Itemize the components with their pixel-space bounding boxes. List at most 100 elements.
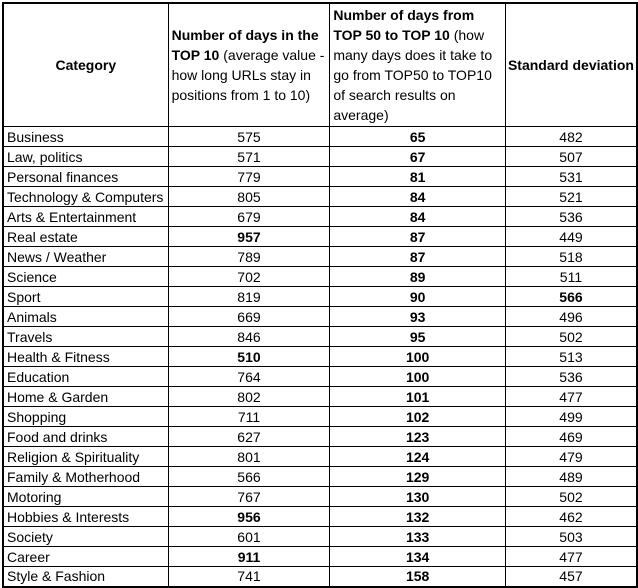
table-row: Business 575 65 482 xyxy=(2,126,638,147)
header-days-in-top10: Number of days in the TOP 10 (average va… xyxy=(167,2,331,127)
table-row: Health & Fitness 510 100 513 xyxy=(2,346,638,367)
cell-days-top50-to-top10: 130 xyxy=(329,486,506,507)
table-row: Law, politics 571 67 507 xyxy=(2,146,638,167)
cell-std-dev: 536 xyxy=(504,366,638,387)
cell-days-top50-to-top10: 129 xyxy=(329,466,506,487)
cell-days-in-top10: 819 xyxy=(167,286,331,307)
cell-category: Personal finances xyxy=(2,166,169,187)
table-row: Personal finances 779 81 531 xyxy=(2,166,638,187)
cell-category: Education xyxy=(2,366,169,387)
cell-days-in-top10: 669 xyxy=(167,306,331,327)
table-row: Family & Motherhood 566 129 489 xyxy=(2,466,638,487)
cell-std-dev: 469 xyxy=(504,426,638,447)
table-row: Society 601 133 503 xyxy=(2,526,638,547)
cell-std-dev: 502 xyxy=(504,486,638,507)
header-category-label: Category xyxy=(55,57,117,73)
cell-days-in-top10: 789 xyxy=(167,246,331,267)
cell-days-in-top10: 566 xyxy=(167,466,331,487)
cell-category: Animals xyxy=(2,306,169,327)
cell-days-in-top10: 510 xyxy=(167,346,331,367)
cell-std-dev: 482 xyxy=(504,126,638,147)
cell-days-top50-to-top10: 100 xyxy=(329,346,506,367)
cell-std-dev: 503 xyxy=(504,526,638,547)
cell-days-top50-to-top10: 100 xyxy=(329,366,506,387)
header-days-top50-to-top10-bold: Number of days from TOP 50 to TOP 10 xyxy=(333,7,475,43)
table-row: Arts & Entertainment 679 84 536 xyxy=(2,206,638,227)
cell-days-in-top10: 957 xyxy=(167,226,331,247)
cell-days-in-top10: 911 xyxy=(167,546,331,567)
table-row: Technology & Computers 805 84 521 xyxy=(2,186,638,207)
cell-category: Society xyxy=(2,526,169,547)
cell-days-in-top10: 805 xyxy=(167,186,331,207)
cell-days-top50-to-top10: 102 xyxy=(329,406,506,427)
cell-days-in-top10: 846 xyxy=(167,326,331,347)
cell-days-in-top10: 702 xyxy=(167,266,331,287)
table-row: Religion & Spirituality 801 124 479 xyxy=(2,446,638,467)
cell-std-dev: 531 xyxy=(504,166,638,187)
cell-category: Family & Motherhood xyxy=(2,466,169,487)
cell-category: Home & Garden xyxy=(2,386,169,407)
cell-category: Travels xyxy=(2,326,169,347)
cell-std-dev: 479 xyxy=(504,446,638,467)
cell-std-dev: 513 xyxy=(504,346,638,367)
cell-days-top50-to-top10: 67 xyxy=(329,146,506,167)
table-row: Travels 846 95 502 xyxy=(2,326,638,347)
cell-category: Business xyxy=(2,126,169,147)
cell-category: Technology & Computers xyxy=(2,186,169,207)
cell-std-dev: 502 xyxy=(504,326,638,347)
cell-days-in-top10: 779 xyxy=(167,166,331,187)
cell-days-top50-to-top10: 84 xyxy=(329,186,506,207)
header-row: Category Number of days in the TOP 10 (a… xyxy=(2,2,638,127)
cell-category: Shopping xyxy=(2,406,169,427)
table-row: Shopping 711 102 499 xyxy=(2,406,638,427)
cell-category: Motoring xyxy=(2,486,169,507)
cell-days-top50-to-top10: 133 xyxy=(329,526,506,547)
cell-std-dev: 462 xyxy=(504,506,638,527)
cell-days-in-top10: 711 xyxy=(167,406,331,427)
cell-std-dev: 477 xyxy=(504,386,638,407)
cell-days-in-top10: 601 xyxy=(167,526,331,547)
cell-days-in-top10: 571 xyxy=(167,146,331,167)
cell-days-top50-to-top10: 132 xyxy=(329,506,506,527)
cell-std-dev: 496 xyxy=(504,306,638,327)
cell-std-dev: 566 xyxy=(504,286,638,307)
cell-category: News / Weather xyxy=(2,246,169,267)
cell-days-top50-to-top10: 87 xyxy=(329,226,506,247)
cell-days-top50-to-top10: 65 xyxy=(329,126,506,147)
cell-category: Arts & Entertainment xyxy=(2,206,169,227)
cell-days-in-top10: 956 xyxy=(167,506,331,527)
cell-std-dev: 499 xyxy=(504,406,638,427)
table-row: Food and drinks 627 123 469 xyxy=(2,426,638,447)
cell-days-in-top10: 575 xyxy=(167,126,331,147)
header-category: Category xyxy=(2,2,169,127)
cell-std-dev: 518 xyxy=(504,246,638,267)
cell-category: Sport xyxy=(2,286,169,307)
cell-days-in-top10: 767 xyxy=(167,486,331,507)
header-standard-deviation: Standard deviation xyxy=(504,2,638,127)
cell-category: Science xyxy=(2,266,169,287)
cell-category: Religion & Spirituality xyxy=(2,446,169,467)
header-days-in-top10-bold: Number of days in the TOP 10 xyxy=(171,27,319,63)
table-row: News / Weather 789 87 518 xyxy=(2,246,638,267)
cell-category: Food and drinks xyxy=(2,426,169,447)
cell-std-dev: 489 xyxy=(504,466,638,487)
table-row: Science 702 89 511 xyxy=(2,266,638,287)
cell-days-top50-to-top10: 101 xyxy=(329,386,506,407)
cell-days-in-top10: 801 xyxy=(167,446,331,467)
cell-days-top50-to-top10: 123 xyxy=(329,426,506,447)
cell-days-top50-to-top10: 95 xyxy=(329,326,506,347)
header-days-top50-to-top10: Number of days from TOP 50 to TOP 10 (ho… xyxy=(329,2,506,127)
table-row: Hobbies & Interests 956 132 462 xyxy=(2,506,638,527)
table-row: Animals 669 93 496 xyxy=(2,306,638,327)
cell-days-top50-to-top10: 134 xyxy=(329,546,506,567)
cell-category: Real estate xyxy=(2,226,169,247)
cell-category: Career xyxy=(2,546,169,567)
header-standard-deviation-label: Standard deviation xyxy=(507,57,634,73)
cell-category: Health & Fitness xyxy=(2,346,169,367)
table-row: Career 911 134 477 xyxy=(2,546,638,567)
table-row: Education 764 100 536 xyxy=(2,366,638,387)
cell-days-top50-to-top10: 81 xyxy=(329,166,506,187)
cell-category: Law, politics xyxy=(2,146,169,167)
